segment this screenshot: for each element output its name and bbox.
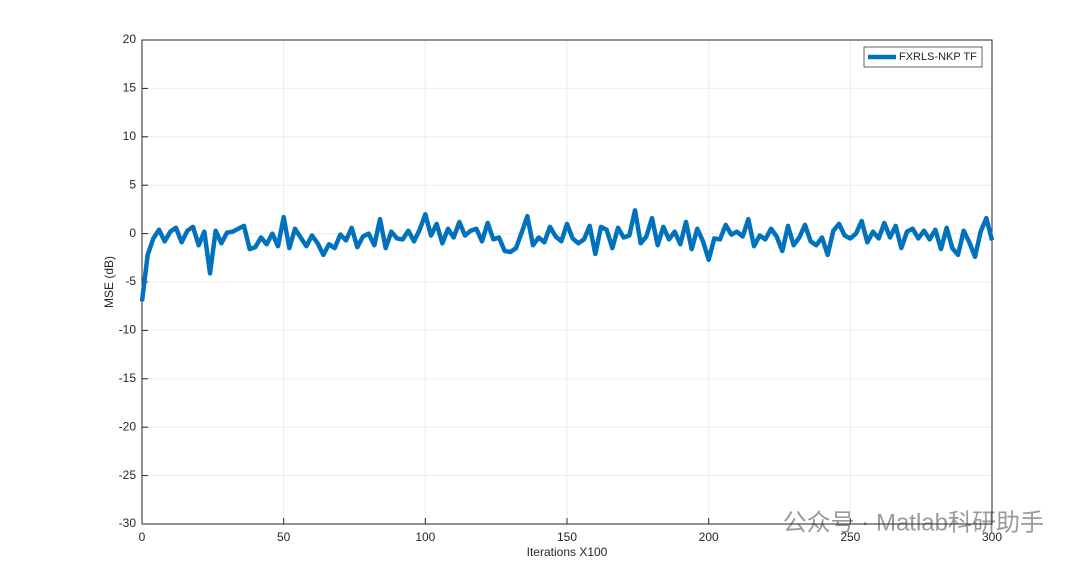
- x-axis-label: Iterations X100: [527, 545, 608, 559]
- x-tick-label: 150: [557, 530, 577, 544]
- y-tick-label: -20: [119, 419, 137, 433]
- y-tick-label: 0: [129, 226, 136, 240]
- y-tick-label: -30: [119, 516, 137, 530]
- legend-box: [863, 46, 983, 68]
- y-tick-label: -25: [119, 468, 137, 482]
- x-tick-label: 0: [139, 530, 146, 544]
- y-tick-label: 15: [123, 81, 137, 95]
- plot-frame: [141, 39, 993, 525]
- x-tick-label: 300: [982, 530, 1002, 544]
- data-line: [139, 208, 995, 302]
- y-tick-label: -10: [119, 323, 137, 337]
- y-tick-label: -5: [125, 274, 136, 288]
- y-tick-label: -15: [119, 371, 137, 385]
- x-tick-label: 50: [277, 530, 291, 544]
- y-tick-label: 5: [129, 177, 136, 191]
- watermark: 公众号 · Matlab科研助手: [783, 509, 1044, 536]
- y-tick-label: 20: [123, 32, 137, 46]
- y-axis-label: MSE (dB): [102, 256, 116, 308]
- y-tick-label: 10: [123, 129, 137, 143]
- x-tick-label: 250: [840, 530, 860, 544]
- x-tick-label: 100: [415, 530, 435, 544]
- legend-label: FXRLS-NKP TF: [899, 51, 977, 63]
- x-tick-label: 200: [699, 530, 719, 544]
